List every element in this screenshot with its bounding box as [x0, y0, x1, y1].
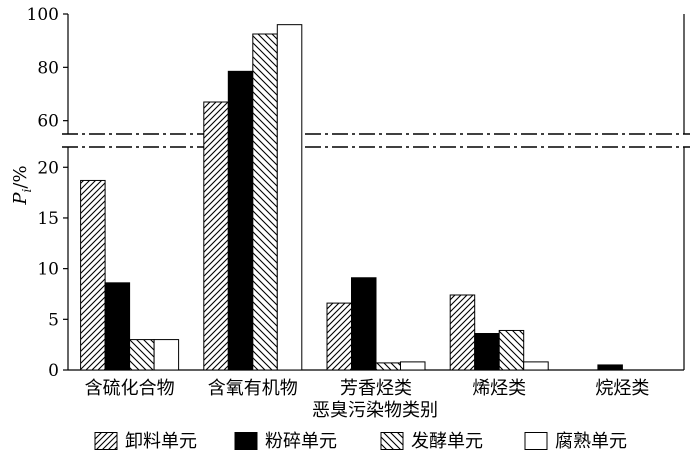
bar-4-series-4: [523, 361, 549, 371]
y-tick-label: 80: [37, 58, 59, 78]
legend-swatch: [234, 432, 258, 450]
y-tick-label: 100: [27, 5, 59, 25]
legend-label: 粉碎单元: [265, 431, 337, 452]
y-tick-label: 10: [37, 260, 59, 280]
bar-1-series-3: [129, 339, 155, 371]
legend-swatch: [94, 432, 118, 450]
y-tick-label: 5: [48, 310, 59, 330]
legend-swatch: [524, 432, 548, 450]
legend-item: 发酵单元: [380, 431, 483, 452]
bar-2-series-2: [227, 70, 254, 371]
bar-3-series-3: [375, 362, 401, 371]
bar-4-series-2: [474, 333, 500, 371]
svg-text:Pi/%: Pi/%: [10, 165, 34, 205]
tick-labels: 含硫化合物 含氧有机物 芳香烃类 烯烃类 烷烃类 0 5 10 15 20 60 80 100: [27, 5, 650, 399]
bar-1-series-1: [80, 179, 106, 371]
y-tick-label: 0: [48, 361, 59, 381]
legend-item: 粉碎单元: [234, 431, 337, 452]
y-axis-label: Pi/%: [10, 165, 34, 205]
y-tick-label: 15: [37, 209, 59, 229]
bar-2-series-3: [252, 33, 278, 371]
bars: [80, 24, 623, 371]
axis-break-gap: [69, 134, 684, 147]
x-tick-label: 烯烃类: [472, 378, 526, 399]
x-tick-label: 含硫化合物: [85, 378, 175, 399]
legend-item: 卸料单元: [94, 431, 197, 452]
bar-2-series-4: [276, 24, 303, 371]
bar-1-series-2: [104, 282, 131, 371]
legend-swatch: [380, 432, 404, 450]
bar-3-series-2: [351, 277, 377, 371]
x-axis-label: 恶臭污染物类别: [312, 400, 438, 421]
bar-3-series-1: [326, 302, 352, 371]
y-tick-label: 60: [37, 112, 59, 132]
bar-3-series-4: [400, 361, 426, 371]
x-tick-label: 芳香烃类: [340, 378, 412, 399]
x-tick-label: 烷烃类: [595, 378, 649, 399]
bar-5-series-2: [597, 364, 623, 371]
legend-label: 发酵单元: [411, 431, 483, 452]
legend-item: 腐熟单元: [524, 431, 627, 452]
bar-2-series-1: [203, 101, 229, 371]
legend-label: 卸料单元: [125, 431, 197, 452]
x-tick-label: 含氧有机物: [208, 378, 298, 399]
bar-4-series-1: [449, 294, 476, 371]
bar-4-series-3: [498, 329, 525, 371]
y-tick-label: 20: [37, 158, 59, 178]
legend: 卸料单元 粉碎单元 发酵单元 腐熟单元: [94, 431, 627, 452]
legend-label: 腐熟单元: [555, 431, 627, 452]
bar-1-series-4: [153, 339, 180, 371]
